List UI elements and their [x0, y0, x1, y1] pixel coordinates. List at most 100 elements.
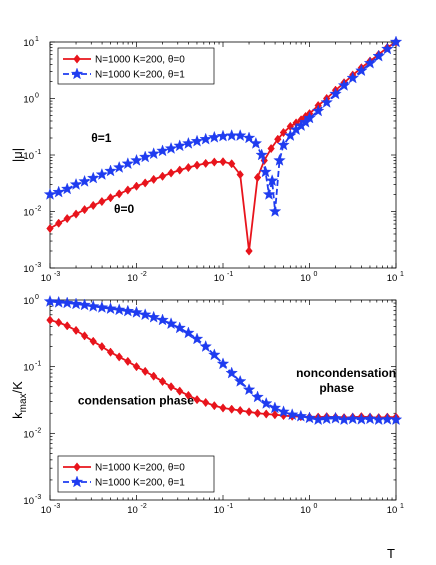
data-point-diamond: [141, 178, 149, 188]
data-point-star: [277, 138, 290, 151]
legend-label: N=1000 K=200, θ=1: [95, 478, 185, 489]
data-point-star: [303, 411, 316, 424]
x-tick-exponent: 1: [400, 271, 404, 278]
x-tick-exponent: -3: [54, 503, 60, 510]
data-point-star: [255, 148, 268, 161]
x-tick-label: 10: [214, 505, 225, 516]
data-point-star: [70, 475, 84, 488]
data-point-star: [389, 35, 403, 48]
data-point-diamond: [115, 189, 123, 199]
data-point-diamond: [228, 159, 236, 169]
data-point-star: [95, 300, 109, 313]
data-point-star: [372, 413, 385, 426]
data-point-star: [52, 295, 65, 308]
x-tick-exponent: -1: [227, 503, 233, 510]
data-point-star: [259, 396, 273, 409]
data-point-star: [199, 132, 212, 145]
data-point-diamond: [210, 157, 219, 167]
data-point-diamond: [73, 54, 81, 64]
x-tick-label: 10: [214, 273, 225, 284]
data-point-star: [130, 153, 143, 166]
data-point-star: [337, 78, 351, 91]
data-point-diamond: [193, 160, 201, 170]
data-point-star: [70, 67, 84, 80]
data-point-star: [156, 144, 169, 157]
data-point-diamond: [89, 200, 97, 211]
legend-label: N=1000 K=200, θ=0: [95, 55, 185, 66]
data-point-diamond: [184, 390, 193, 401]
series-2: [43, 294, 403, 426]
data-point-star: [277, 405, 290, 418]
data-point-diamond: [167, 382, 175, 392]
data-point-star: [268, 204, 282, 217]
data-point-star: [147, 310, 160, 323]
data-point-star: [182, 326, 195, 339]
y-tick-exponent: 0: [35, 294, 39, 301]
annotation: phase: [319, 381, 354, 395]
data-point-star: [60, 182, 74, 195]
y-tick-label: 10: [23, 429, 34, 440]
data-point-diamond: [228, 404, 236, 414]
data-point-star: [52, 185, 65, 198]
data-point-diamond: [63, 321, 71, 331]
data-point-star: [216, 357, 230, 370]
data-point-star: [86, 171, 100, 184]
y-tick-exponent: -3: [35, 494, 41, 501]
data-point-star: [355, 412, 368, 425]
data-point-diamond: [219, 403, 227, 413]
data-point-diamond: [167, 168, 175, 178]
y-tick-exponent: -3: [35, 262, 41, 269]
legend-label: N=1000 K=200, θ=0: [95, 463, 185, 474]
x-tick-exponent: -3: [54, 271, 60, 278]
data-point-star: [355, 64, 368, 77]
chart-panel-2: 10 -3 10 -2 10 -1 10 0 10 110 -310 -210 -110 0kmax/KT…: [10, 294, 404, 561]
data-point-diamond: [72, 209, 80, 219]
data-point-star: [363, 412, 377, 425]
y-tick-exponent: -2: [35, 206, 41, 213]
data-point-star: [164, 141, 178, 154]
data-point-diamond: [271, 410, 279, 420]
data-point-star: [104, 302, 117, 315]
data-point-star: [233, 129, 247, 141]
data-point-star: [190, 134, 204, 147]
data-point-star: [182, 136, 195, 149]
x-tick-label: 10: [127, 273, 138, 284]
data-point-star: [121, 304, 135, 317]
data-point-star: [225, 129, 238, 141]
data-point-star: [121, 157, 135, 170]
data-point-star: [251, 390, 264, 403]
data-point-star: [104, 164, 117, 177]
data-point-diamond: [106, 347, 115, 357]
y-tick-exponent: -1: [35, 149, 41, 156]
data-point-diamond: [176, 165, 184, 175]
data-point-star: [320, 95, 333, 108]
x-tick-label: 10: [300, 273, 311, 284]
x-tick-label: 10: [387, 273, 398, 284]
data-point-diamond: [245, 407, 253, 417]
data-point-star: [138, 150, 152, 163]
annotation: θ=1: [91, 131, 111, 145]
data-point-star: [138, 308, 152, 321]
data-point-star: [346, 71, 359, 84]
annotation: θ=0: [114, 202, 134, 216]
data-point-star: [337, 413, 351, 426]
data-point-diamond: [176, 386, 184, 396]
data-point-diamond: [55, 218, 63, 228]
data-point-diamond: [202, 158, 210, 169]
y-tick-exponent: 0: [35, 93, 39, 100]
data-point-diamond: [202, 397, 210, 408]
data-point-star: [130, 305, 143, 318]
legend-label: N=1000 K=200, θ=1: [95, 70, 185, 81]
data-point-star: [69, 297, 83, 310]
data-point-diamond: [141, 366, 149, 376]
annotation: noncondensation: [296, 366, 396, 380]
data-point-star: [249, 136, 263, 149]
legend-box: [57, 455, 215, 493]
data-point-diamond: [158, 171, 167, 181]
x-tick-exponent: 1: [400, 503, 404, 510]
data-point-star: [164, 317, 178, 330]
data-point-star: [265, 174, 279, 187]
x-tick-exponent: 0: [314, 503, 318, 510]
data-point-diamond: [106, 193, 115, 203]
data-point-star: [381, 412, 394, 425]
